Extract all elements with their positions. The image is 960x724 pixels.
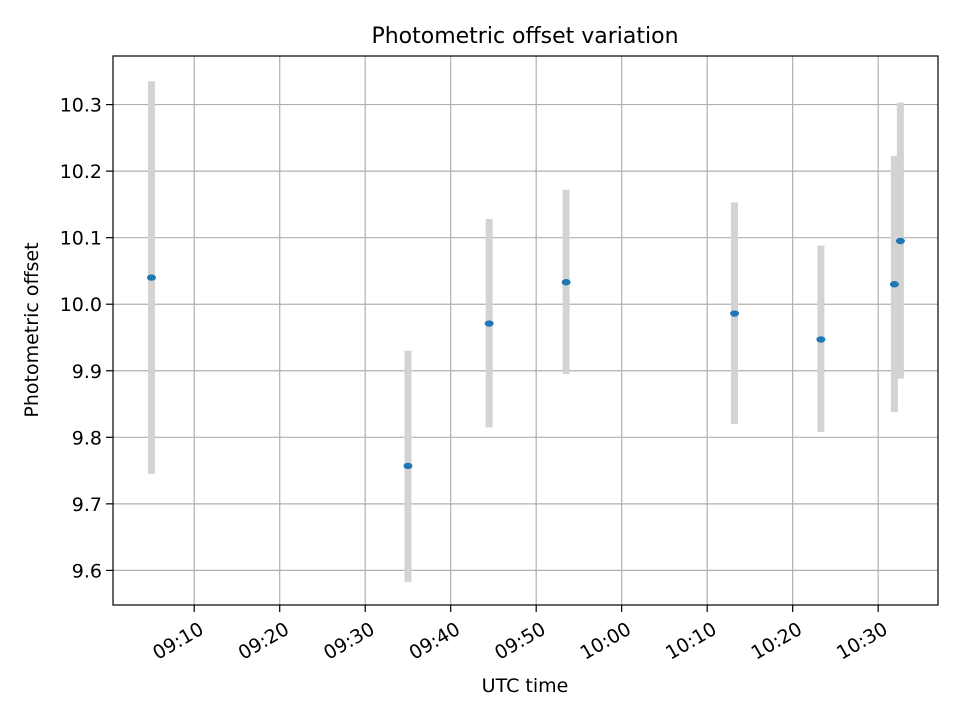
data-point — [146, 274, 156, 281]
y-tick-label: 10.2 — [60, 161, 102, 183]
grid-lines — [113, 56, 938, 605]
y-tick-label: 9.8 — [72, 427, 102, 449]
y-tick-label: 10.1 — [60, 228, 102, 250]
y-axis-ticks: 9.6 9.7 9.8 9.9 10.0 10.1 10.2 10.3 — [60, 95, 113, 582]
y-axis-label: Photometric offset — [21, 242, 43, 417]
data-points — [146, 237, 905, 470]
data-point — [730, 310, 740, 317]
y-tick-label: 10.0 — [60, 294, 102, 316]
data-point — [895, 237, 905, 245]
y-tick-label: 9.6 — [72, 560, 102, 582]
data-point — [889, 281, 899, 288]
data-point — [403, 462, 413, 470]
plot-area — [113, 56, 938, 605]
chart-title: Photometric offset variation — [371, 24, 678, 49]
data-point — [816, 336, 826, 343]
x-axis-label: UTC time — [482, 675, 569, 697]
plot-frame — [112, 55, 939, 606]
y-tick-label: 9.9 — [72, 361, 102, 383]
y-tick-label: 10.3 — [60, 95, 102, 117]
y-tick-label: 9.7 — [72, 494, 102, 516]
data-point — [561, 279, 571, 286]
data-point — [484, 320, 494, 327]
